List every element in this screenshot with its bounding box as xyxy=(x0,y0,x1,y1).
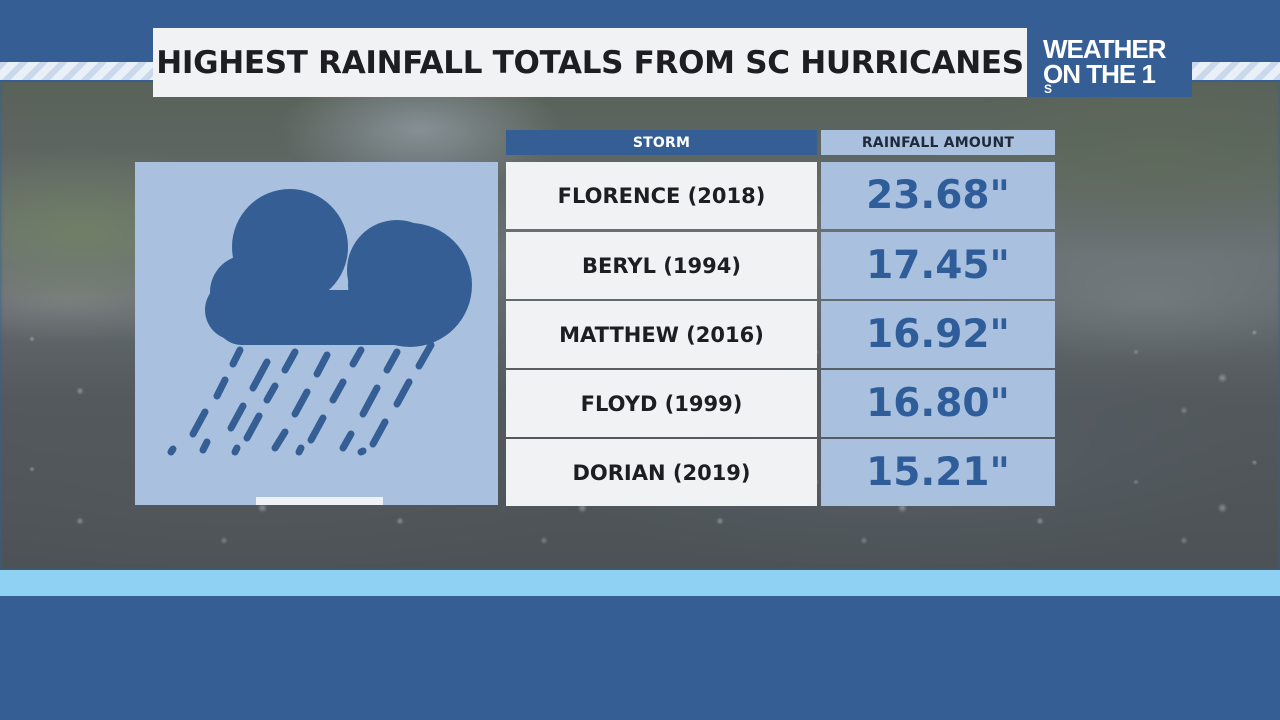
rainfall-value: 16.80" xyxy=(821,370,1055,437)
lower-third-light-band xyxy=(0,570,1280,596)
lower-third-dark-band xyxy=(0,596,1280,720)
rainfall-value: 17.45" xyxy=(821,232,1055,299)
storm-name: MATTHEW (2016) xyxy=(506,301,817,368)
storm-name: DORIAN (2019) xyxy=(506,439,817,506)
rainfall-value: 15.21" xyxy=(821,439,1055,506)
table-row: DORIAN (2019) 15.21" xyxy=(506,439,1055,506)
title-banner: HIGHEST RAINFALL TOTALS FROM SC HURRICAN… xyxy=(153,28,1027,97)
rainfall-value: 16.92" xyxy=(821,301,1055,368)
brand-suffix: S xyxy=(1044,82,1053,96)
storm-name: FLOYD (1999) xyxy=(506,370,817,437)
icon-panel xyxy=(135,162,498,505)
header-rainfall-amount: RAINFALL AMOUNT xyxy=(821,130,1055,155)
decorative-stripes-left xyxy=(0,62,155,80)
table-row: FLORENCE (2018) 23.68" xyxy=(506,162,1055,229)
page-title: HIGHEST RAINFALL TOTALS FROM SC HURRICAN… xyxy=(156,44,1024,81)
table-row: FLOYD (1999) 16.80" xyxy=(506,370,1055,437)
icon-underline xyxy=(256,497,383,505)
table-row: MATTHEW (2016) 16.92" xyxy=(506,301,1055,368)
storm-name: FLORENCE (2018) xyxy=(506,162,817,229)
rainfall-value: 23.68" xyxy=(821,162,1055,229)
cloud-rain-icon xyxy=(167,189,472,456)
decorative-stripes-right xyxy=(1192,62,1280,80)
brand-line-1: WEATHER xyxy=(1043,34,1167,64)
table-row: BERYL (1994) 17.45" xyxy=(506,232,1055,299)
header-storm: STORM xyxy=(506,130,817,155)
storm-name: BERYL (1994) xyxy=(506,232,817,299)
